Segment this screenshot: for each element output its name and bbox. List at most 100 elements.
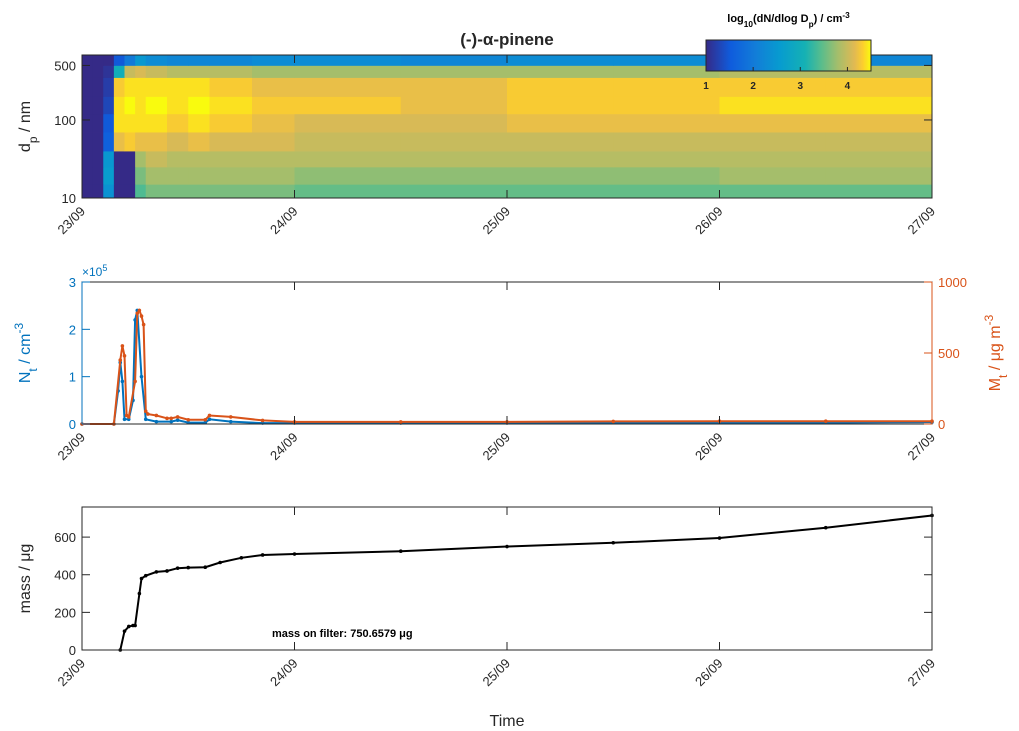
x-tick-label: 25/09 <box>480 656 514 690</box>
heat-cell <box>135 151 147 168</box>
heat-cell <box>124 132 136 152</box>
heat-cell <box>613 184 720 199</box>
series-marker <box>139 314 144 318</box>
series-marker <box>823 419 828 423</box>
heat-cell <box>252 151 295 168</box>
series-marker <box>137 591 142 596</box>
series-line <box>119 514 933 651</box>
y-tick-label: 2 <box>69 322 76 337</box>
heat-cell <box>145 77 168 97</box>
heat-cell <box>613 113 720 133</box>
heat-cell <box>135 113 147 133</box>
heat-cell <box>92 132 104 152</box>
series-marker <box>611 540 616 545</box>
heat-cell <box>294 77 402 97</box>
heat-cell <box>92 113 104 133</box>
series-marker <box>120 344 125 348</box>
series-marker <box>218 560 222 565</box>
y-tick-label: 400 <box>54 568 76 583</box>
heat-cell <box>294 113 402 133</box>
heat-cell <box>825 113 933 133</box>
x-tick-label: 23/09 <box>55 204 89 238</box>
series-marker <box>717 536 722 540</box>
series-marker <box>292 552 297 556</box>
x-tick-label: 25/09 <box>480 204 514 238</box>
label-part: 5 <box>102 263 107 273</box>
heat-cell <box>167 96 189 115</box>
heat-cell <box>103 113 115 133</box>
label-part: t <box>26 368 40 372</box>
series-marker <box>165 569 169 573</box>
heat-cell <box>252 55 295 66</box>
heat-cell <box>135 166 147 185</box>
heat-cell <box>188 55 210 66</box>
series-marker <box>186 565 191 570</box>
heat-cell <box>400 77 508 97</box>
heat-cell <box>209 96 253 115</box>
heat-cell <box>103 65 115 78</box>
heat-cell <box>82 151 94 168</box>
label-part: / nm <box>17 101 34 137</box>
label-part: / cm <box>17 334 34 369</box>
heat-cell <box>252 113 295 133</box>
heat-cell <box>507 113 614 133</box>
x-tick-label: 23/09 <box>55 430 89 464</box>
heat-cell <box>103 184 115 199</box>
heat-cell <box>825 96 933 115</box>
heat-cell <box>400 151 508 168</box>
series-marker <box>203 417 208 422</box>
heat-cell <box>167 132 189 152</box>
series-marker <box>175 415 180 419</box>
series-marker <box>154 419 159 424</box>
heat-cell <box>145 132 168 152</box>
series-marker <box>175 418 180 423</box>
label-part: -3 <box>842 11 850 20</box>
series-marker <box>139 576 144 581</box>
label-part: ×10 <box>82 265 103 279</box>
series-marker <box>154 413 159 418</box>
heat-cell <box>113 55 125 66</box>
heat-cell <box>400 113 508 133</box>
x-tick-label: 27/09 <box>905 430 939 464</box>
heat-cell <box>124 151 136 168</box>
series-marker <box>133 318 137 322</box>
series-marker <box>165 416 169 421</box>
series-marker <box>207 417 212 422</box>
heat-cell <box>92 96 104 115</box>
heat-cell <box>167 151 189 168</box>
series-marker <box>139 374 144 379</box>
series-marker <box>260 553 265 557</box>
heat-cell <box>294 166 402 185</box>
heat-cell <box>719 96 827 115</box>
heat-cell <box>400 65 508 78</box>
x-tick-label: 24/09 <box>267 656 301 690</box>
heat-cell <box>188 184 210 199</box>
series-marker <box>186 420 191 425</box>
heat-cell <box>252 132 295 152</box>
heat-cell <box>167 166 189 185</box>
heat-cell <box>103 77 115 97</box>
heat-cell <box>613 96 720 115</box>
y-multiplier: ×105 <box>82 263 107 279</box>
chart-title: (-)-α-pinene <box>460 30 554 49</box>
heat-cell <box>613 166 720 185</box>
heat-cell <box>613 132 720 152</box>
label-part: ) / cm <box>814 13 843 25</box>
heat-cell <box>145 96 168 115</box>
heat-cell <box>145 184 168 199</box>
x-tick-label: 24/09 <box>267 204 301 238</box>
colorbar-tick-label: 3 <box>798 81 804 92</box>
label-part: mass / μg <box>17 544 34 614</box>
heat-cell <box>188 65 210 78</box>
axes-box <box>81 506 933 651</box>
colorbar-label: log10(dN/dlog Dp) / cm-3 <box>727 11 850 29</box>
series-marker <box>143 417 148 422</box>
y2-tick-label: 1000 <box>938 275 967 290</box>
heat-cell <box>188 166 210 185</box>
series-marker <box>505 544 509 549</box>
series-marker <box>823 525 828 530</box>
series-line <box>82 310 933 425</box>
series-line <box>82 308 932 425</box>
x-tick-label: 27/09 <box>905 204 939 238</box>
